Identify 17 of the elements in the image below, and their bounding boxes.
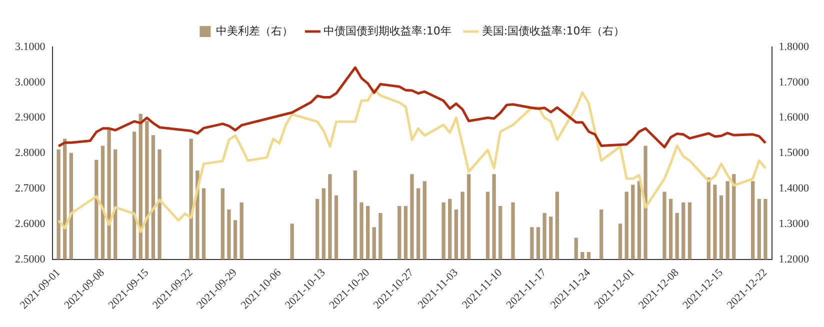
legend-label: 中债国债到期收益率:10年: [324, 24, 452, 38]
y-tick-label: 3.0000: [15, 76, 46, 88]
y2-tick-label: 1.2000: [778, 253, 810, 266]
y2-tick-label: 1.3000: [778, 218, 810, 230]
y2-tick-label: 1.8000: [778, 40, 810, 53]
y-tick-label: 2.7000: [15, 182, 46, 194]
y-tick-label: 2.9000: [15, 112, 46, 124]
y2-tick-label: 1.7000: [778, 76, 810, 88]
y-tick-label: 2.5000: [15, 253, 46, 266]
y-tick-label: 3.1000: [15, 40, 46, 53]
y2-tick-label: 1.6000: [778, 112, 810, 124]
y-tick-label: 2.8000: [15, 147, 46, 160]
y2-tick-label: 1.4000: [778, 182, 810, 194]
legend-label: 中美利差（右）: [216, 24, 294, 38]
legend-label: 美国:国债收益率:10年（右）: [482, 24, 624, 38]
y-tick-label: 2.6000: [15, 218, 46, 230]
y2-tick-label: 1.5000: [778, 147, 810, 160]
